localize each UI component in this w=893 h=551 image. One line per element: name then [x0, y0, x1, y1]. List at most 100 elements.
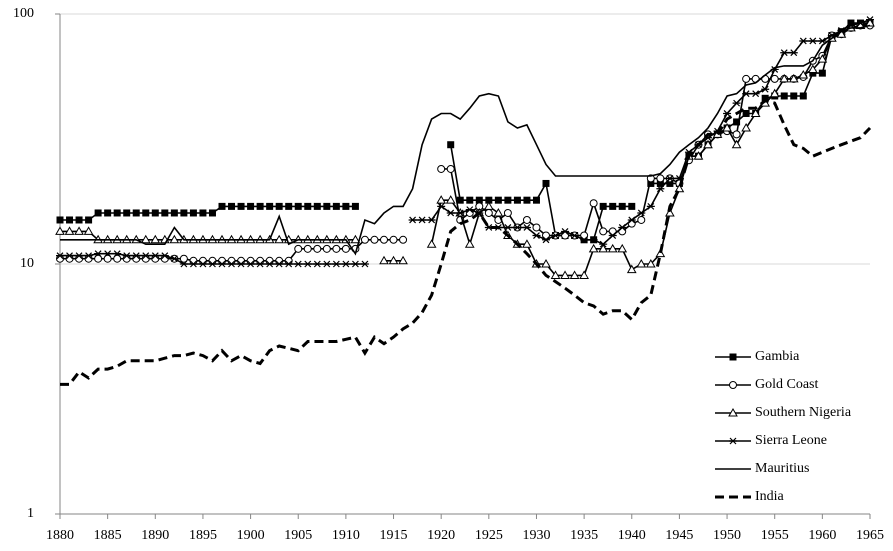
marker	[132, 209, 140, 217]
marker	[360, 235, 369, 244]
marker	[103, 254, 112, 263]
x-tick-label: 1930	[522, 528, 550, 543]
marker	[522, 215, 531, 224]
marker	[808, 37, 817, 45]
marker	[751, 90, 760, 98]
marker	[322, 244, 331, 253]
marker	[807, 64, 818, 73]
marker	[588, 243, 599, 253]
marker	[285, 202, 293, 210]
marker	[598, 243, 609, 253]
marker	[94, 250, 103, 258]
marker	[780, 49, 789, 57]
marker	[731, 139, 742, 149]
marker	[742, 109, 750, 117]
marker	[123, 209, 131, 217]
marker	[113, 250, 122, 258]
marker	[275, 202, 283, 210]
marker	[323, 202, 331, 210]
marker	[199, 209, 207, 217]
marker	[609, 202, 617, 210]
marker	[437, 164, 446, 173]
marker	[169, 234, 180, 244]
marker	[83, 226, 94, 235]
marker	[332, 244, 341, 253]
marker	[341, 260, 350, 268]
marker	[617, 243, 628, 253]
marker	[94, 254, 103, 263]
marker	[656, 179, 664, 187]
marker	[161, 209, 169, 217]
marker	[542, 236, 550, 244]
marker	[170, 209, 178, 217]
x-tick-label: 1885	[94, 528, 122, 543]
marker	[122, 252, 131, 260]
marker	[351, 260, 360, 268]
marker	[150, 234, 161, 244]
x-tick-label: 1910	[332, 528, 360, 543]
legend-label: Mauritius	[755, 461, 809, 476]
marker	[607, 243, 618, 253]
marker	[485, 196, 493, 204]
marker	[74, 226, 84, 235]
marker	[732, 130, 741, 139]
x-tick-label: 1940	[618, 528, 646, 543]
marker	[370, 235, 379, 244]
marker	[599, 202, 607, 210]
marker	[637, 209, 646, 217]
marker	[313, 202, 321, 210]
marker	[789, 49, 798, 57]
marker	[103, 250, 112, 258]
marker	[799, 92, 807, 100]
y-tick-label: 1	[27, 506, 34, 521]
marker	[56, 216, 64, 224]
marker	[426, 239, 437, 248]
marker	[427, 216, 436, 224]
x-tick-label: 1925	[475, 528, 503, 543]
marker	[237, 260, 246, 268]
marker	[550, 270, 561, 279]
marker	[446, 164, 455, 173]
x-tick-label: 1945	[665, 528, 693, 543]
marker	[360, 260, 369, 268]
marker	[456, 196, 464, 204]
marker	[483, 201, 494, 210]
marker	[637, 215, 646, 224]
marker	[494, 196, 502, 204]
marker	[693, 151, 704, 160]
series-line	[60, 99, 872, 386]
marker	[75, 252, 84, 260]
marker	[284, 260, 293, 268]
marker	[437, 202, 446, 210]
marker	[342, 202, 350, 210]
x-tick-label: 1915	[380, 528, 408, 543]
marker	[647, 179, 655, 187]
marker	[655, 248, 666, 258]
marker	[733, 118, 741, 126]
marker	[350, 234, 361, 244]
marker	[160, 252, 169, 260]
marker	[179, 254, 188, 263]
marker	[522, 224, 531, 231]
marker	[332, 260, 341, 268]
x-tick-label: 1935	[570, 528, 598, 543]
marker	[189, 260, 198, 268]
marker	[447, 141, 455, 149]
legend-label: India	[755, 489, 785, 504]
marker	[589, 236, 598, 244]
marker	[503, 224, 512, 231]
marker	[341, 244, 350, 253]
x-tick-label: 1920	[427, 528, 455, 543]
marker	[570, 232, 579, 239]
marker	[799, 37, 808, 45]
marker	[628, 202, 636, 210]
marker	[313, 244, 322, 253]
marker	[303, 244, 312, 253]
marker	[228, 202, 236, 210]
marker	[274, 234, 285, 244]
marker	[151, 252, 160, 260]
marker	[227, 260, 236, 268]
marker	[779, 73, 790, 83]
marker	[408, 216, 417, 224]
marker	[322, 260, 331, 268]
